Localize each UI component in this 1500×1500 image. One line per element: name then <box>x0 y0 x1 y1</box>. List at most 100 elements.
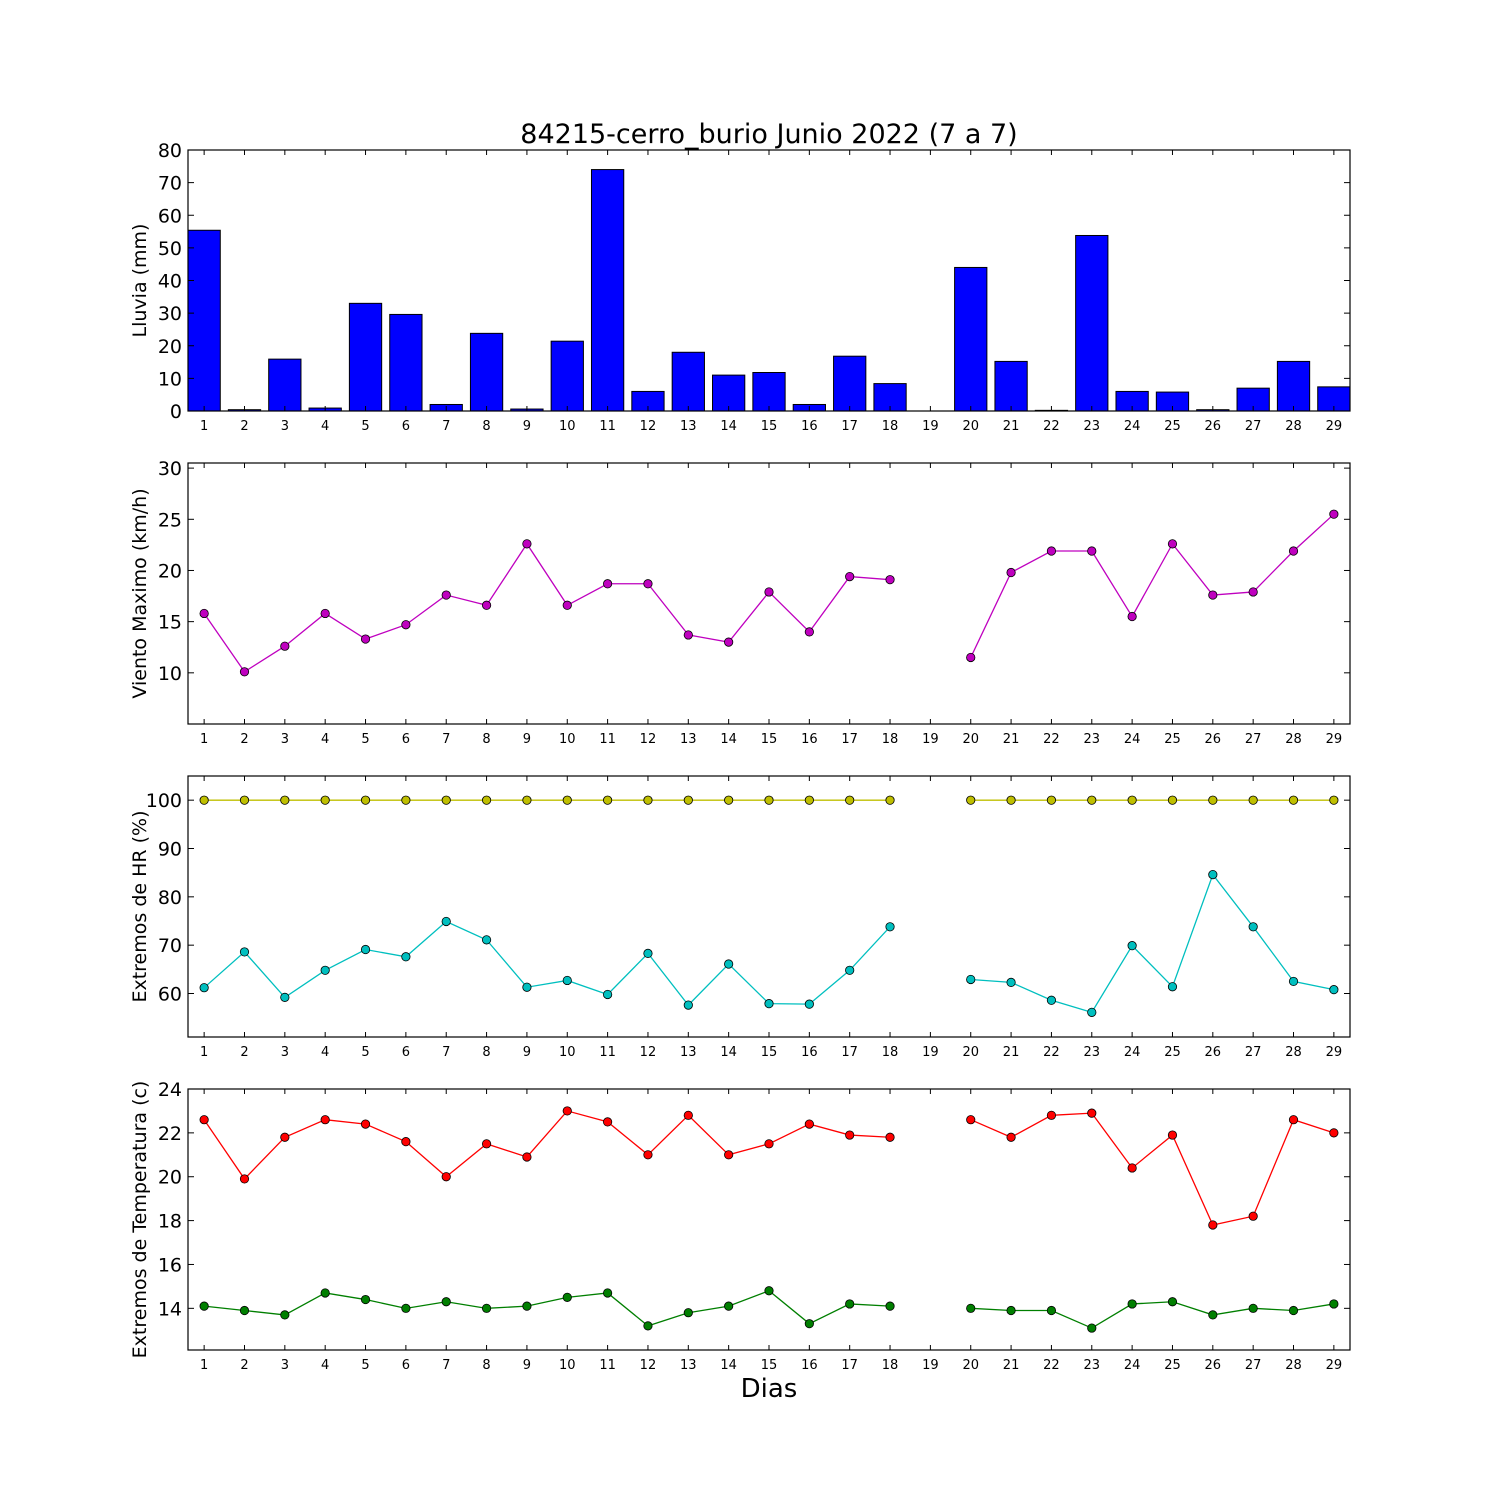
series-2-point-day-28 <box>1288 976 1299 987</box>
series-1-point-day-25 <box>1167 539 1178 549</box>
series-1-line-segment-1 <box>203 1110 891 1180</box>
x-tick-label: 27 <box>1245 732 1262 747</box>
series-1-point-day-11 <box>603 1117 613 1127</box>
series-1-point-day-18 <box>885 795 895 805</box>
panel-3: 1 2 3 4 5 6 7 8 9 10 11 12 13 14 15 16 17 18 19 20 21 22 23 24 2… <box>129 775 1351 1060</box>
series-1-point-day-29 <box>1329 509 1339 519</box>
series-1-line-segment-2 <box>970 513 1335 658</box>
series-1-point-day-25 <box>1167 1130 1178 1140</box>
x-tick-label: 14 <box>720 1358 737 1373</box>
y-tick-label: 10 <box>158 663 182 685</box>
y-tick-label: 50 <box>158 238 182 260</box>
series-2-point-day-4 <box>320 1288 330 1298</box>
x-tick-label: 2 <box>240 1358 248 1373</box>
y-tick-label: 40 <box>158 271 182 293</box>
x-tick-label: 28 <box>1285 419 1302 434</box>
x-tick-label: 19 <box>922 419 939 434</box>
x-tick-label: 4 <box>321 1358 329 1373</box>
series-1-point-day-21 <box>1006 567 1016 578</box>
bar-day-20 <box>954 266 988 412</box>
series-2-point-day-15 <box>764 999 774 1009</box>
x-tick-label: 17 <box>841 1358 858 1373</box>
y-tick-label: 25 <box>158 509 182 531</box>
series-1-point-day-2 <box>239 795 250 805</box>
x-tick-label: 12 <box>640 732 657 747</box>
x-tick-label: 1 <box>200 1358 208 1373</box>
x-tick-label: 7 <box>442 1358 450 1373</box>
x-tick-label: 15 <box>761 419 778 434</box>
x-tick-label: 15 <box>761 732 778 747</box>
series-2-point-day-6 <box>401 952 411 962</box>
series-2-point-day-3 <box>280 992 290 1002</box>
series-2-point-day-8 <box>481 1303 492 1313</box>
x-tick-label: 20 <box>962 419 979 434</box>
series-2-point-day-23 <box>1087 1323 1097 1333</box>
bar-day-21 <box>994 360 1028 412</box>
x-tick-label: 3 <box>281 732 289 747</box>
series-2-point-day-21 <box>1006 977 1016 987</box>
x-tick-label: 18 <box>882 1045 899 1060</box>
y-axis-label: Extremos de Temperatura (c) <box>129 1081 151 1359</box>
x-tick-label: 12 <box>640 1358 657 1373</box>
series-2-point-day-6 <box>401 1303 411 1313</box>
x-tick-label: 25 <box>1164 732 1181 747</box>
y-tick-label: 15 <box>158 612 182 634</box>
x-tick-label: 12 <box>640 1045 657 1060</box>
x-tick-label: 5 <box>361 419 369 434</box>
series-1-point-day-17 <box>845 572 855 582</box>
series-2-point-day-26 <box>1208 869 1218 880</box>
series-2-point-day-2 <box>239 1305 250 1316</box>
y-tick-label: 20 <box>158 560 182 582</box>
series-1-point-day-13 <box>683 630 693 640</box>
bar-day-8 <box>469 332 504 412</box>
x-tick-label: 6 <box>402 1045 410 1060</box>
series-1-point-day-17 <box>845 1130 855 1140</box>
x-tick-label: 3 <box>281 1358 289 1373</box>
series-1-point-day-26 <box>1208 1220 1218 1230</box>
x-tick-label: 21 <box>1003 1358 1020 1373</box>
y-tick-label: 60 <box>158 205 182 227</box>
series-1-point-day-14 <box>724 1150 734 1160</box>
series-2-line-segment-1 <box>203 920 891 1007</box>
series-2-point-day-9 <box>522 1301 532 1311</box>
x-tick-label: 3 <box>281 1045 289 1060</box>
x-tick-label: 6 <box>402 419 410 434</box>
series-1-point-day-29 <box>1329 1128 1339 1138</box>
series-1-point-day-12 <box>643 579 653 589</box>
x-tick-label: 18 <box>882 1358 899 1373</box>
x-tick-label: 29 <box>1326 732 1343 747</box>
x-axis-label: Dias <box>741 1374 798 1404</box>
x-tick-label: 15 <box>761 1358 778 1373</box>
series-2-point-day-10 <box>562 975 572 986</box>
x-tick-label: 28 <box>1285 1358 1302 1373</box>
x-tick-label: 23 <box>1084 1358 1101 1373</box>
series-2-point-day-18 <box>885 922 895 932</box>
x-tick-label: 5 <box>361 1358 369 1373</box>
x-tick-label: 16 <box>801 419 818 434</box>
x-tick-label: 24 <box>1124 732 1141 747</box>
y-tick-label: 90 <box>158 839 182 861</box>
series-2-line-segment-2 <box>970 873 1334 1014</box>
series-2-point-day-21 <box>1006 1305 1016 1316</box>
bar-day-6 <box>389 313 423 412</box>
series-2-point-day-29 <box>1329 985 1339 995</box>
chart-title: 84215-cerro_burio Junio 2022 (7 a 7) <box>520 119 1017 150</box>
x-tick-label: 13 <box>680 732 697 747</box>
series-1-point-day-28 <box>1288 1115 1299 1125</box>
x-tick-label: 7 <box>442 732 450 747</box>
series-1-point-day-24 <box>1127 795 1137 805</box>
x-tick-label: 1 <box>200 419 208 434</box>
series-1-point-day-5 <box>360 634 371 644</box>
series-1-point-day-23 <box>1087 1108 1097 1118</box>
series-1-point-day-21 <box>1006 795 1016 805</box>
series-2-line-segment-2 <box>970 1301 1334 1329</box>
series-2-point-day-17 <box>845 1299 855 1309</box>
x-tick-label: 25 <box>1164 1358 1181 1373</box>
series-1-point-day-22 <box>1046 1110 1057 1120</box>
series-1-point-day-14 <box>724 637 734 647</box>
series-1-point-day-28 <box>1288 795 1299 805</box>
series-1-point-day-22 <box>1046 546 1057 556</box>
x-tick-label: 6 <box>402 732 410 747</box>
x-tick-label: 20 <box>962 1358 979 1373</box>
